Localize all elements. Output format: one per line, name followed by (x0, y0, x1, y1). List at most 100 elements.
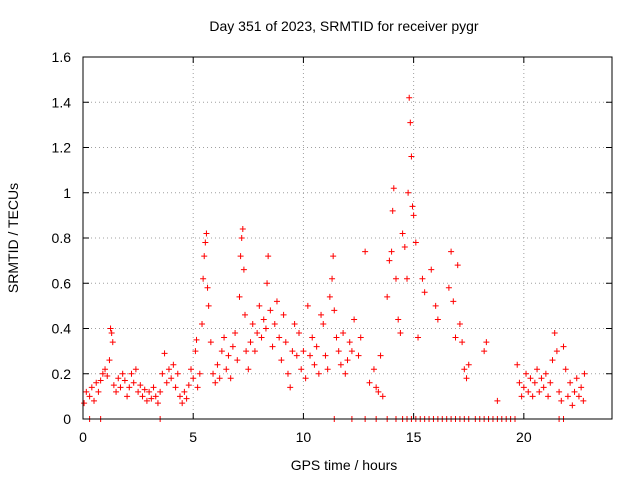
data-point (237, 253, 244, 260)
data-point (243, 348, 250, 355)
data-point (203, 230, 210, 237)
data-point (573, 375, 580, 382)
data-point (483, 339, 490, 346)
data-point (130, 379, 137, 386)
data-point (199, 320, 206, 327)
data-point (407, 119, 414, 126)
plot-border (82, 56, 613, 420)
data-point (132, 366, 139, 373)
data-point (258, 334, 265, 341)
data-point (494, 397, 501, 404)
data-point (340, 330, 347, 337)
data-point (280, 311, 287, 318)
data-point (388, 248, 395, 255)
data-point (221, 334, 228, 341)
data-point (523, 370, 530, 377)
data-point (204, 284, 211, 291)
data-point (218, 348, 225, 355)
data-point (397, 330, 404, 337)
data-point (238, 235, 245, 241)
x-tick-label: 15 (406, 429, 422, 445)
data-point (346, 339, 353, 346)
data-point (551, 330, 558, 337)
data-point (239, 225, 246, 232)
data-point (107, 325, 114, 332)
data-point (326, 293, 333, 300)
data-point (143, 397, 150, 404)
data-point (547, 379, 554, 386)
data-point (434, 316, 441, 323)
data-point (267, 307, 274, 314)
data-point (404, 275, 411, 282)
data-point (264, 280, 271, 287)
y-tick-label: 0 (63, 411, 71, 427)
data-point (520, 384, 527, 391)
data-point (232, 330, 239, 337)
data-point (86, 393, 93, 400)
data-point (214, 361, 221, 368)
data-point (119, 370, 126, 377)
data-point (567, 379, 574, 386)
x-tick-label: 5 (189, 429, 197, 445)
data-point (110, 382, 117, 389)
data-point (128, 370, 135, 377)
data-point (210, 370, 217, 377)
data-point (564, 393, 571, 400)
data-point (549, 357, 556, 364)
data-point (362, 248, 369, 255)
data-point (202, 239, 209, 246)
data-point (545, 393, 552, 400)
data-point (527, 375, 534, 382)
data-point (465, 361, 472, 368)
data-point (459, 339, 466, 346)
data-point (88, 384, 95, 391)
data-point (93, 379, 100, 386)
data-point (168, 375, 175, 382)
data-point (395, 316, 402, 323)
data-point (304, 302, 311, 309)
data-point (307, 352, 314, 359)
data-point (95, 388, 102, 395)
data-point (330, 253, 337, 260)
data-point (580, 397, 587, 404)
y-tick-label: 0.2 (52, 366, 72, 382)
data-point (373, 384, 380, 391)
data-point (265, 253, 272, 260)
data-point (409, 203, 416, 210)
data-point (318, 311, 325, 318)
axis-ticks: 0 0.2 0.4 0.6 0.8 1 1.2 1.4 1.6 0 5 10 15 20 (52, 49, 612, 445)
data-point (375, 388, 382, 395)
data-point (348, 348, 355, 355)
data-point (324, 366, 331, 373)
data-point (201, 253, 208, 260)
data-point (293, 352, 300, 359)
data-point (276, 334, 283, 341)
data-point (135, 388, 142, 395)
data-point (159, 370, 166, 377)
data-point (575, 393, 582, 400)
data-point (192, 348, 199, 355)
data-point (558, 397, 565, 404)
data-point (320, 320, 327, 327)
data-point (401, 244, 408, 251)
data-point (176, 393, 183, 400)
data-point (207, 339, 214, 346)
data-point (236, 293, 243, 300)
data-point (106, 357, 113, 364)
data-point (571, 388, 578, 395)
data-point (163, 379, 170, 386)
y-tick-label: 1.2 (52, 140, 72, 156)
data-point (223, 366, 230, 373)
data-point (262, 325, 269, 332)
data-point (536, 388, 543, 395)
data-point (282, 339, 289, 346)
data-point (225, 352, 232, 359)
y-tick-label: 0.8 (52, 230, 72, 246)
data-point (329, 275, 336, 282)
data-point (525, 388, 532, 395)
data-point (194, 384, 201, 391)
data-point (556, 388, 563, 395)
data-point (179, 400, 186, 407)
data-point (529, 393, 536, 400)
